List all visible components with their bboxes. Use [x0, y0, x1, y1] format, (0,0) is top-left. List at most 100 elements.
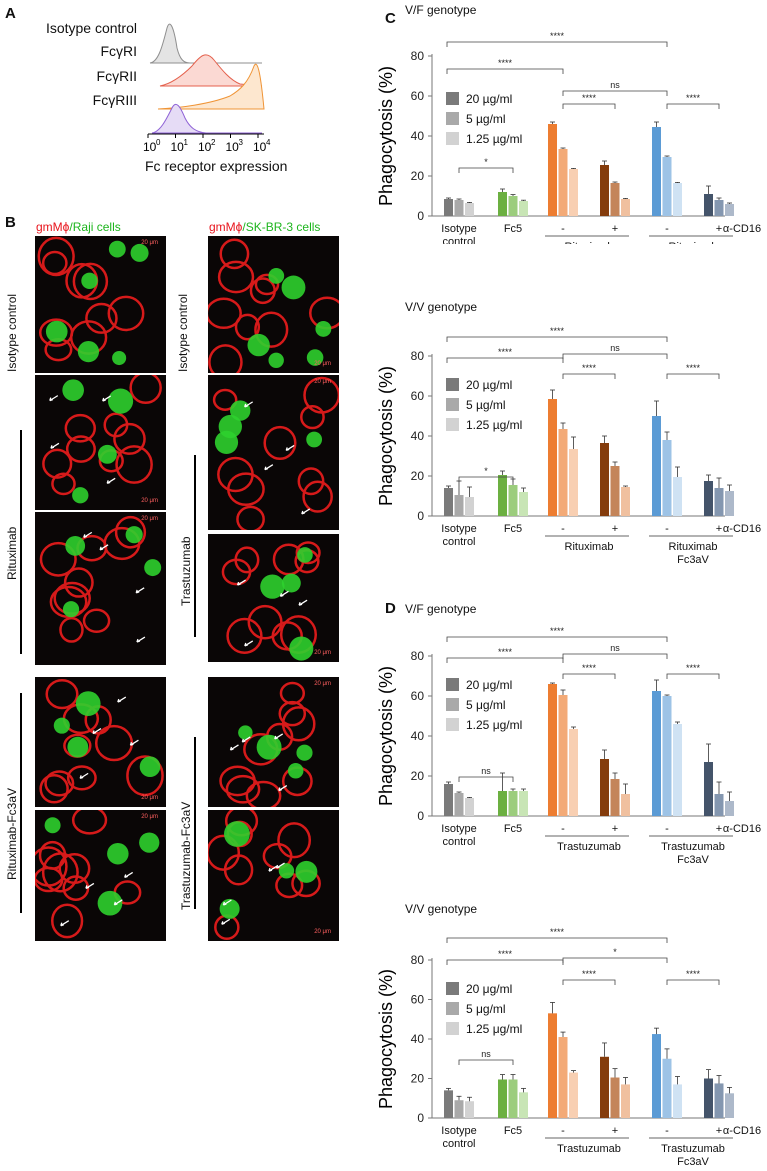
sig-bracket-isotype-fc3av	[446, 336, 668, 342]
bar	[621, 1084, 630, 1118]
bar	[519, 201, 528, 216]
macrophage-cell	[51, 472, 76, 496]
y-tick-label: 80	[411, 649, 425, 663]
y-tick-label: 60	[411, 89, 425, 103]
legend-swatch	[446, 982, 459, 995]
bar	[725, 1093, 734, 1118]
histogram-label-fcgr3: FcγRIII	[92, 92, 137, 108]
arrow-icon	[264, 464, 274, 471]
y-tick-label: 0	[417, 1111, 424, 1125]
x-label-isotype: control	[442, 536, 475, 548]
y-tick-label: 60	[411, 993, 425, 1007]
x-label-minus: -	[561, 523, 565, 535]
macrophage-cell	[45, 678, 79, 710]
y-tick-label: 20	[411, 169, 425, 183]
macrophage-cell	[208, 344, 243, 373]
bar	[600, 1056, 609, 1118]
macrophage-cell	[234, 546, 260, 574]
x-label-antibody-fc3av: Fc3aV	[677, 854, 709, 866]
arrow-icon	[244, 401, 254, 408]
x-label-isotype: control	[442, 836, 475, 848]
bar	[548, 684, 557, 816]
target-cell	[224, 821, 250, 847]
x-label-minus: -	[561, 223, 565, 235]
y-axis-label: Phagocytosis (%)	[376, 66, 396, 206]
x-label-isotype: control	[442, 236, 475, 244]
target-cell	[107, 842, 129, 865]
significance-label: ****	[550, 927, 565, 937]
histogram-label-isotype: Isotype control	[45, 20, 137, 36]
x-label-fc5: Fc5	[504, 223, 522, 235]
histogram-tick-label: 10	[171, 140, 185, 154]
y-tick-label: 20	[411, 469, 425, 483]
micrograph-raji-fc3av-1: 20 μm	[35, 677, 166, 807]
sig-bracket-isotype-fc5	[458, 1059, 514, 1065]
micrograph-cells	[42, 375, 162, 504]
legend-swatch	[446, 378, 459, 391]
bar	[444, 1090, 453, 1118]
target-cell	[65, 536, 86, 556]
sig-bracket-isotype-fc3av	[446, 41, 668, 47]
sig-bracket-fc3av-cd16	[666, 979, 720, 985]
bar	[465, 203, 474, 216]
macrophage-cell	[37, 236, 75, 277]
scale-bar-label: 20 μm	[314, 361, 331, 367]
y-tick-label: 40	[411, 729, 425, 743]
macrophage-cell	[279, 681, 306, 705]
x-label-anti-cd16: α-CD16	[723, 1125, 761, 1137]
arrow-icon	[49, 395, 59, 402]
bar	[444, 784, 453, 816]
chart-d2-title: V/V genotype	[405, 902, 478, 916]
sig-bracket-isotype-mab	[446, 357, 564, 363]
macrophage-cell	[129, 375, 162, 405]
bar	[454, 200, 464, 216]
significance-label: ****	[498, 647, 513, 657]
micrograph-skbr3-fc3av-2: 20 μm	[208, 810, 339, 941]
target-cell	[214, 430, 239, 454]
arrow-icon	[229, 744, 239, 751]
significance-label: ns	[481, 766, 491, 776]
bar	[652, 416, 661, 516]
bar	[558, 695, 568, 816]
arrow-icon	[285, 444, 295, 452]
scale-bar-label: 20 μm	[141, 240, 158, 246]
macrophage-cell	[208, 297, 242, 330]
histogram-tick-exponent: 4	[266, 138, 271, 147]
arrow-icon	[274, 733, 284, 740]
legend-swatch	[446, 92, 459, 105]
x-label-minus: -	[665, 1125, 669, 1137]
sig-bracket-mab-cd16	[562, 103, 616, 109]
target-cell	[62, 379, 84, 401]
x-label-antibody-fc3av: Rituximab	[669, 541, 718, 553]
x-label-antibody-fc3av: Fc3aV	[677, 554, 709, 566]
bar	[725, 491, 734, 516]
significance-label: ****	[582, 663, 597, 673]
right-column-header: gmMϕ/SK-BR-3 cells	[209, 220, 320, 234]
target-cell	[139, 832, 160, 853]
target-cell	[144, 559, 162, 577]
macrophage-cell	[66, 765, 97, 791]
legend-label: 1.25 μg/ml	[466, 718, 522, 732]
y-tick-label: 80	[411, 953, 425, 967]
macrophage-cell	[278, 700, 307, 727]
right-label-trastuzumab: Trastuzumab	[179, 536, 193, 606]
right-label-trastuzumab-fc3av: Trastuzumab-Fc3aV	[179, 801, 193, 910]
micrograph-cells	[221, 541, 321, 661]
micrograph-cells	[39, 515, 162, 643]
target-cell	[238, 725, 253, 740]
legend-label: 5 µg/ml	[466, 398, 506, 412]
macrophage-cell	[226, 617, 263, 654]
x-label-minus: -	[665, 523, 669, 535]
bar	[673, 724, 682, 816]
x-label-antibody-fc3av: Trastuzumab	[661, 1143, 725, 1155]
bar	[714, 794, 724, 816]
chart-d1-title: V/F genotype	[405, 602, 477, 616]
bar	[558, 1037, 568, 1118]
sig-bracket-isotype-fc3av	[446, 937, 668, 943]
macrophage-cell	[82, 608, 111, 634]
y-tick-label: 0	[417, 809, 424, 823]
macrophage-cell	[113, 422, 146, 455]
x-label-plus: +	[612, 523, 618, 535]
histogram-label-fcgr1: FcγRI	[100, 43, 137, 59]
x-label-minus: -	[665, 223, 669, 235]
